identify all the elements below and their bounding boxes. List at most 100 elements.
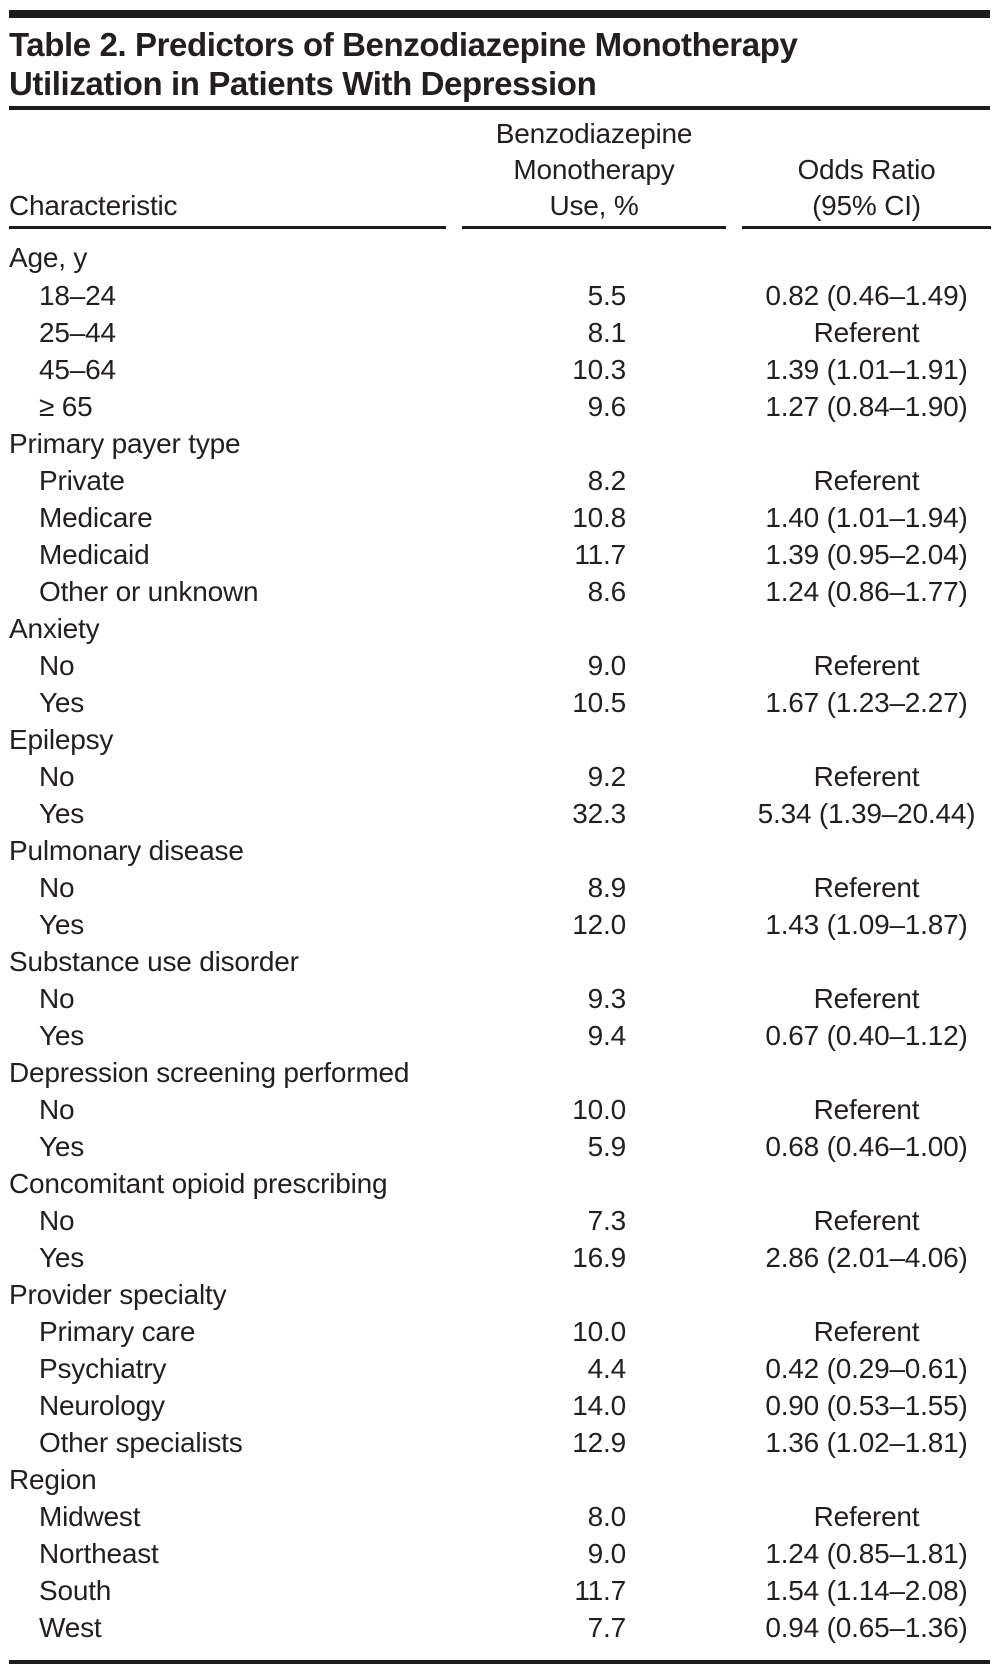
use-percent-cell: 8.2	[587, 464, 627, 496]
use-percent-cell: 9.3	[587, 982, 627, 1014]
odds-ratio-cell: Referent	[813, 982, 920, 1014]
use-percent-cell-empty	[462, 229, 726, 277]
use-percent-cell-empty	[462, 1276, 726, 1313]
table-title-line-2: Utilization in Patients With Depression	[9, 65, 597, 102]
odds-ratio-cell: 1.67 (1.23–2.27)	[765, 686, 968, 718]
odds-ratio-cell: 1.39 (1.01–1.91)	[765, 353, 968, 385]
title-rule	[9, 106, 990, 110]
odds-ratio-cell-empty	[742, 610, 991, 647]
col-header-use-line-3: Use, %	[549, 190, 639, 221]
odds-ratio-cell: Referent	[813, 871, 920, 903]
characteristic-cell: South	[39, 1574, 112, 1606]
odds-ratio-cell-empty	[742, 832, 991, 869]
characteristic-cell: Medicare	[39, 501, 153, 533]
use-percent-cell: 5.5	[587, 279, 627, 311]
odds-ratio-cell: 0.82 (0.46–1.49)	[765, 279, 968, 311]
characteristic-cell: No	[39, 871, 75, 903]
odds-ratio-cell-empty	[742, 1461, 991, 1498]
odds-ratio-cell: 0.42 (0.29–0.61)	[765, 1352, 968, 1384]
use-percent-cell: 10.8	[572, 501, 626, 533]
col-header-characteristic-label: Characteristic	[9, 190, 178, 221]
use-percent-cell: 4.4	[587, 1352, 627, 1384]
use-percent-cell: 10.0	[572, 1315, 626, 1347]
group-label: Age, y	[9, 242, 88, 273]
odds-ratio-cell: 1.24 (0.85–1.81)	[765, 1537, 968, 1569]
group-label: Epilepsy	[9, 723, 114, 755]
use-percent-cell: 9.0	[587, 649, 627, 681]
odds-ratio-cell: Referent	[813, 1204, 920, 1236]
use-percent-cell-empty	[462, 721, 726, 758]
odds-ratio-cell: 1.27 (0.84–1.90)	[765, 390, 968, 422]
use-percent-cell: 5.9	[587, 1130, 627, 1162]
odds-ratio-cell: 0.94 (0.65–1.36)	[765, 1611, 968, 1643]
odds-ratio-cell: Referent	[813, 1093, 920, 1125]
odds-ratio-cell-empty	[742, 1165, 991, 1202]
characteristic-cell: ≥ 65	[39, 390, 93, 422]
odds-ratio-cell: Referent	[813, 760, 920, 792]
group-label: Pulmonary disease	[9, 834, 244, 866]
odds-ratio-cell-empty	[742, 229, 991, 277]
odds-ratio-cell: 0.68 (0.46–1.00)	[765, 1130, 968, 1162]
characteristic-cell: Primary care	[39, 1315, 196, 1347]
group-label: Depression screening performed	[9, 1056, 410, 1088]
group-label: Anxiety	[9, 612, 100, 644]
characteristic-cell: No	[39, 760, 75, 792]
characteristic-cell: Private	[39, 464, 125, 496]
col-header-use-line-2: Monotherapy	[513, 154, 675, 185]
characteristic-cell: Medicaid	[39, 538, 150, 570]
col-header-use-line-1: Benzodiazepine	[495, 118, 693, 149]
use-percent-cell: 10.5	[572, 686, 626, 718]
odds-ratio-cell: 1.43 (1.09–1.87)	[765, 908, 968, 940]
odds-ratio-cell: Referent	[813, 1315, 920, 1347]
use-percent-cell: 11.7	[574, 1574, 626, 1606]
use-percent-cell: 9.2	[587, 760, 627, 792]
col-header-characteristic: Characteristic	[9, 112, 446, 229]
table-top-rule	[9, 10, 990, 18]
characteristic-cell: Psychiatry	[39, 1352, 167, 1384]
characteristic-cell: West	[39, 1611, 102, 1643]
characteristic-cell: No	[39, 649, 75, 681]
odds-ratio-cell: 1.24 (0.86–1.77)	[765, 575, 968, 607]
characteristic-cell: Other specialists	[39, 1426, 243, 1458]
odds-ratio-cell: 1.54 (1.14–2.08)	[765, 1574, 968, 1606]
use-percent-cell-empty	[462, 1054, 726, 1091]
group-label: Primary payer type	[9, 427, 241, 459]
use-percent-cell: 10.0	[572, 1093, 626, 1125]
use-percent-cell: 9.0	[587, 1537, 627, 1569]
characteristic-cell: 45–64	[39, 353, 116, 385]
use-percent-cell: 16.9	[572, 1241, 626, 1273]
odds-ratio-cell: 0.67 (0.40–1.12)	[765, 1019, 968, 1051]
characteristic-cell: Yes	[39, 908, 85, 940]
use-percent-cell-empty	[462, 1461, 726, 1498]
odds-ratio-cell-empty	[742, 1276, 991, 1313]
characteristic-cell: Yes	[39, 1019, 85, 1051]
use-percent-cell: 9.4	[587, 1019, 627, 1051]
use-percent-cell: 8.6	[587, 575, 627, 607]
use-percent-cell: 7.7	[587, 1611, 627, 1643]
characteristic-cell: Other or unknown	[39, 575, 259, 607]
odds-ratio-cell: 0.90 (0.53–1.55)	[765, 1389, 968, 1421]
characteristic-cell: Yes	[39, 797, 85, 829]
use-percent-cell: 12.0	[572, 908, 626, 940]
use-percent-cell-empty	[462, 610, 726, 647]
odds-ratio-cell: 1.39 (0.95–2.04)	[765, 538, 968, 570]
characteristic-cell: 25–44	[39, 316, 116, 348]
use-percent-cell-empty	[462, 832, 726, 869]
use-percent-cell: 14.0	[572, 1389, 626, 1421]
characteristic-cell: No	[39, 1204, 75, 1236]
characteristic-cell: No	[39, 1093, 75, 1125]
characteristic-cell: Yes	[39, 1241, 85, 1273]
use-percent-cell: 9.6	[587, 390, 627, 422]
odds-ratio-cell: Referent	[813, 1500, 920, 1532]
characteristic-cell: Yes	[39, 1130, 85, 1162]
use-percent-cell-empty	[462, 943, 726, 980]
characteristic-cell: Yes	[39, 686, 85, 718]
use-percent-cell: 32.3	[572, 797, 626, 829]
group-label: Substance use disorder	[9, 945, 299, 977]
use-percent-cell: 12.9	[572, 1426, 626, 1458]
use-percent-cell: 10.3	[572, 353, 626, 385]
use-percent-cell: 8.1	[587, 316, 627, 348]
odds-ratio-cell-empty	[742, 721, 991, 758]
group-label: Concomitant opioid prescribing	[9, 1167, 388, 1199]
